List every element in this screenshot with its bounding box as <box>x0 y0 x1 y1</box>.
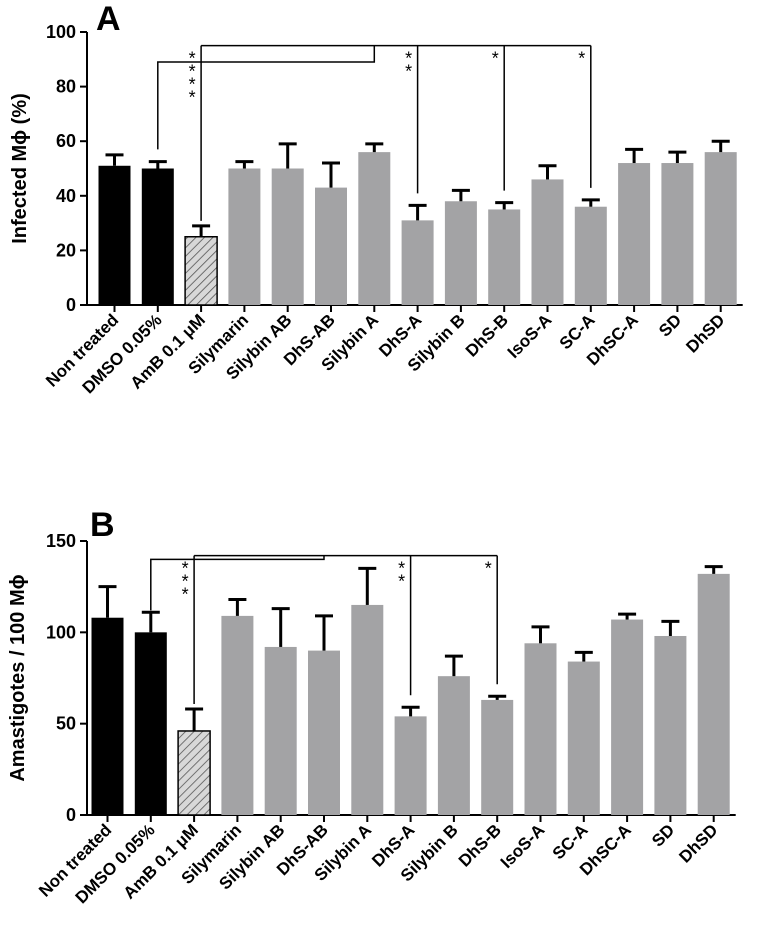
y-tick-label: 100 <box>46 622 76 642</box>
x-tick-label: IsoS-A <box>504 310 556 362</box>
comparison-bracket-upper <box>150 555 325 611</box>
bar <box>264 646 297 815</box>
comparison-bracket-upper <box>157 45 376 150</box>
bar <box>134 632 167 815</box>
y-tick-label: 100 <box>46 22 76 42</box>
y-axis-label: Amastigotes / 100 Mϕ <box>7 574 29 781</box>
bar <box>221 615 254 815</box>
bar <box>488 209 521 305</box>
bar <box>611 619 644 815</box>
y-tick-label: 40 <box>56 186 76 206</box>
x-tick-label: IsoS-A <box>497 820 549 872</box>
significance-stars: * <box>492 49 499 69</box>
significance-stars: * <box>485 559 492 579</box>
x-tick-label: SD <box>655 310 685 340</box>
y-tick-label: 0 <box>66 805 76 825</box>
bar <box>704 152 737 305</box>
x-tick-label: DhS-B <box>455 820 505 870</box>
significance-stars: * * * * <box>189 49 196 108</box>
y-tick-label: 0 <box>66 295 76 315</box>
y-tick-label: 150 <box>46 531 76 551</box>
bar <box>697 573 730 815</box>
bar <box>661 163 694 305</box>
y-tick-label: 50 <box>56 714 76 734</box>
x-tick-label: DhSD <box>682 310 728 356</box>
bar <box>308 650 340 815</box>
bar <box>531 179 564 305</box>
y-tick-label: 60 <box>56 131 76 151</box>
bar <box>228 168 261 305</box>
bar <box>91 617 124 815</box>
y-tick-label: 20 <box>56 240 76 260</box>
significance-stars: * * * <box>182 559 189 605</box>
bar <box>271 168 304 305</box>
bar <box>98 165 131 305</box>
bar <box>141 168 174 305</box>
bar <box>394 716 427 815</box>
significance-stars: * * <box>405 49 412 82</box>
x-tick-label: SD <box>648 820 678 850</box>
x-tick-label: DhSD <box>675 820 721 866</box>
bar <box>351 604 384 815</box>
bar <box>184 236 218 306</box>
panel-letter: A <box>96 0 121 38</box>
bar <box>654 635 687 815</box>
x-tick-label: DhS-B <box>462 310 512 360</box>
bar <box>524 643 557 815</box>
y-tick-label: 80 <box>56 77 76 97</box>
bar <box>437 676 470 815</box>
bar <box>618 163 651 305</box>
y-axis-label: Infected Mϕ (%) <box>9 93 31 244</box>
significance-stars: * * <box>398 559 405 592</box>
bar <box>401 220 434 305</box>
bar <box>444 201 477 305</box>
bar <box>567 661 600 815</box>
bar <box>574 206 607 305</box>
panel-letter: B <box>90 506 115 544</box>
bar <box>358 152 391 305</box>
bar <box>315 187 347 305</box>
bar <box>177 730 211 816</box>
significance-stars: * <box>578 49 585 69</box>
bar <box>481 699 514 815</box>
